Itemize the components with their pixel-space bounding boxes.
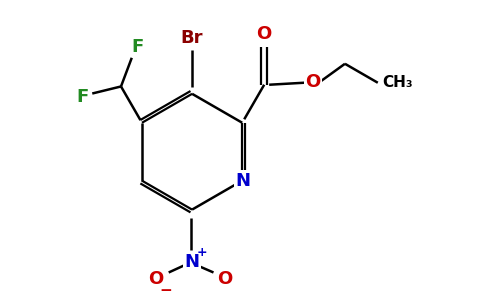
Text: N: N	[236, 172, 251, 190]
Text: CH₃: CH₃	[382, 75, 413, 90]
Text: Br: Br	[181, 29, 203, 47]
Text: N: N	[184, 253, 199, 271]
Text: O: O	[148, 271, 163, 289]
Text: O: O	[217, 271, 232, 289]
Text: F: F	[132, 38, 144, 56]
Text: O: O	[257, 25, 272, 43]
Text: −: −	[159, 283, 172, 298]
Text: F: F	[76, 88, 89, 106]
Text: +: +	[197, 246, 207, 259]
Text: O: O	[305, 73, 321, 91]
